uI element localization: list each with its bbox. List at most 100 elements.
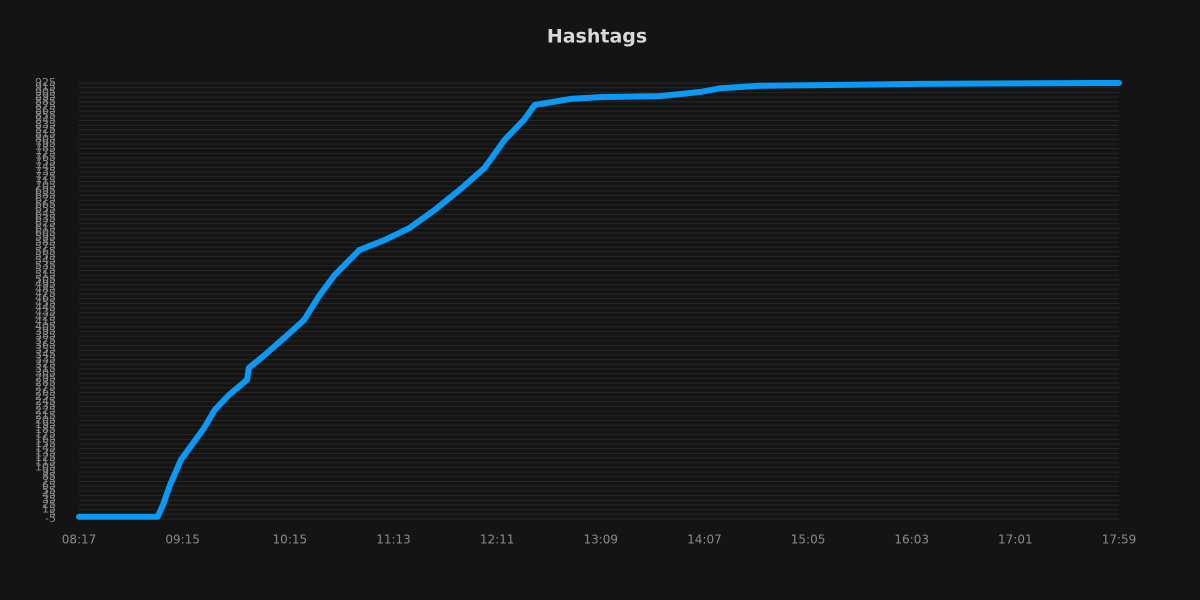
y-tick-label: 105: [35, 460, 56, 473]
y-tick-label: 25: [42, 498, 56, 511]
y-tick-label: 525: [35, 264, 56, 277]
y-tick-label: 465: [35, 292, 56, 305]
y-tick-label: 435: [35, 306, 56, 319]
y-tick-label: 515: [35, 268, 56, 281]
y-tick-label: 865: [35, 104, 56, 117]
y-tick-label: 195: [35, 418, 56, 431]
y-tick-label: 395: [35, 324, 56, 337]
y-tick-label: 5: [49, 507, 56, 520]
y-tick-label: 115: [35, 456, 56, 469]
y-tick-label: 55: [42, 484, 56, 497]
y-tick-label: 545: [35, 254, 56, 267]
y-tick-label: 295: [35, 371, 56, 384]
y-tick-label: 555: [35, 249, 56, 262]
y-tick-label: 775: [35, 146, 56, 159]
y-tick-label: 895: [35, 90, 56, 103]
y-tick-label: 255: [35, 390, 56, 403]
y-tick-label: 225: [35, 404, 56, 417]
y-tick-label: 205: [35, 414, 56, 427]
x-tick-label: 12:11: [480, 533, 515, 547]
y-tick-label: 495: [35, 278, 56, 291]
y-tick-label: 885: [35, 95, 56, 108]
y-tick-label: 615: [35, 221, 56, 234]
y-tick-label: 75: [42, 474, 56, 487]
y-tick-label: 485: [35, 282, 56, 295]
y-tick-label: -5: [45, 512, 56, 525]
y-tick-label: 425: [35, 310, 56, 323]
y-tick-label: 725: [35, 170, 56, 183]
y-tick-label: 625: [35, 217, 56, 230]
y-tick-label: 315: [35, 362, 56, 375]
y-tick-label: 805: [35, 132, 56, 145]
y-tick-label: 735: [35, 165, 56, 178]
y-tick-label: 45: [42, 489, 56, 502]
x-tick-label: 16:03: [894, 533, 929, 547]
y-tick-label: 135: [35, 446, 56, 459]
y-tick-label: 355: [35, 343, 56, 356]
y-tick-label: 635: [35, 212, 56, 225]
y-tick-label: 285: [35, 376, 56, 389]
y-tick-label: 685: [35, 189, 56, 202]
y-tick-label: 15: [42, 503, 56, 516]
y-tick-label: 165: [35, 432, 56, 445]
data-line: [76, 80, 1122, 520]
y-tick-label: 855: [35, 109, 56, 122]
y-tick-label: 85: [42, 470, 56, 483]
y-tick-label: 715: [35, 174, 56, 187]
y-tick-label: 875: [35, 99, 56, 112]
y-tick-label: 655: [35, 203, 56, 216]
y-tick-label: 95: [42, 465, 56, 478]
y-tick-label: 705: [35, 179, 56, 192]
y-tick-label: 215: [35, 409, 56, 422]
y-tick-label: 385: [35, 329, 56, 342]
y-tick-label: 305: [35, 367, 56, 380]
y-tick-label: 665: [35, 198, 56, 211]
y-tick-label: 415: [35, 315, 56, 328]
y-tick-label: 455: [35, 296, 56, 309]
y-tick-label: 535: [35, 259, 56, 272]
y-tick-label: 695: [35, 184, 56, 197]
y-tick-label: 145: [35, 442, 56, 455]
y-tick-label: 595: [35, 231, 56, 244]
x-tick-label: 15:05: [791, 533, 826, 547]
y-tick-label: 35: [42, 493, 56, 506]
y-tick-label: 175: [35, 428, 56, 441]
y-tick-label: 125: [35, 451, 56, 464]
y-tick-label: 845: [35, 114, 56, 127]
y-tick-label: 755: [35, 156, 56, 169]
y-tick-label: 605: [35, 226, 56, 239]
y-tick-label: 565: [35, 245, 56, 258]
y-tick-label: 375: [35, 334, 56, 347]
y-tick-label: 795: [35, 137, 56, 150]
y-tick-label: 675: [35, 193, 56, 206]
y-tick-label: 785: [35, 142, 56, 155]
x-tick-label: 13:09: [583, 533, 618, 547]
y-tick-label: 245: [35, 395, 56, 408]
x-tick-label: 09:15: [165, 533, 200, 547]
y-tick-label: 65: [42, 479, 56, 492]
x-tick-label: 17:01: [998, 533, 1033, 547]
y-tick-label: 815: [35, 128, 56, 141]
x-tick-label: 14:07: [687, 533, 722, 547]
x-tick-label: 10:15: [273, 533, 308, 547]
chart-title: Hashtags: [547, 26, 647, 48]
y-tick-label: 365: [35, 339, 56, 352]
y-tick-label: 335: [35, 353, 56, 366]
y-tick-label: 405: [35, 320, 56, 333]
y-tick-label: 925: [35, 76, 56, 89]
y-tick-label: 445: [35, 301, 56, 314]
y-tick-label: 475: [35, 287, 56, 300]
y-tick-label: 835: [35, 118, 56, 131]
x-tick-label: 08:17: [62, 533, 97, 547]
y-tick-label: 585: [35, 235, 56, 248]
y-tick-label: 915: [35, 81, 56, 94]
y-tick-label: 275: [35, 381, 56, 394]
y-tick-label: 345: [35, 348, 56, 361]
x-tick-label: 17:59: [1102, 533, 1137, 547]
y-tick-label: 745: [35, 160, 56, 173]
y-tick-label: 325: [35, 357, 56, 370]
y-tick-label: 825: [35, 123, 56, 136]
y-tick-label: 505: [35, 273, 56, 286]
y-tick-label: 185: [35, 423, 56, 436]
